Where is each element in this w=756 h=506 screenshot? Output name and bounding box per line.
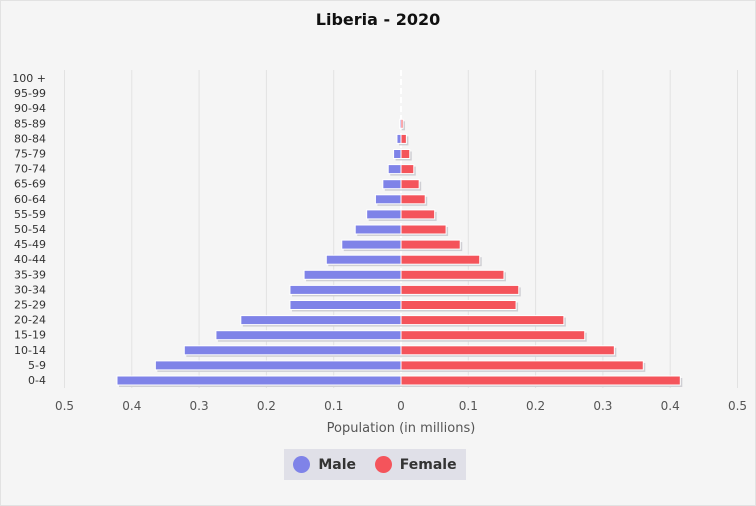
female-bar xyxy=(400,209,436,220)
y-tick-label: 5-9 xyxy=(28,359,46,372)
male-bar xyxy=(396,133,402,144)
female-bar xyxy=(400,224,447,235)
legend-label-male: Male xyxy=(318,456,357,473)
male-bar xyxy=(387,164,402,175)
x-tick-label: 0.3 xyxy=(190,399,209,413)
female-bar xyxy=(400,375,681,386)
male-bar xyxy=(289,284,402,295)
y-tick-label: 70-74 xyxy=(14,163,46,176)
female-bar xyxy=(400,345,615,356)
y-tick-label: 50-54 xyxy=(14,223,46,236)
female-bar xyxy=(400,360,644,371)
y-tick-label: 35-39 xyxy=(14,268,46,281)
y-tick-label: 90-94 xyxy=(14,102,46,115)
female-bar xyxy=(400,315,565,326)
x-tick-label: 0.4 xyxy=(661,399,680,413)
male-bar xyxy=(393,149,402,159)
female-bar xyxy=(400,284,520,295)
male-bar xyxy=(183,345,402,356)
male-bar xyxy=(289,300,402,310)
x-tick-label: 0.1 xyxy=(459,399,478,413)
y-tick-label: 75-79 xyxy=(14,148,46,161)
female-bar xyxy=(400,330,586,341)
female-dot-icon xyxy=(374,456,392,473)
y-tick-label: 80-84 xyxy=(14,132,46,145)
male-bar xyxy=(382,179,402,190)
male-bar xyxy=(325,254,402,265)
legend-item-male[interactable]: Male xyxy=(293,456,356,473)
y-tick-label: 100 + xyxy=(12,72,46,85)
x-tick-label: 0.1 xyxy=(324,399,343,413)
female-bar xyxy=(400,179,420,190)
female-bar xyxy=(400,164,415,175)
y-tick-label: 60-64 xyxy=(14,193,46,206)
legend-label-female: Female xyxy=(399,456,457,473)
x-tick-label: 0.3 xyxy=(593,399,612,413)
female-bar xyxy=(400,118,404,129)
male-bar xyxy=(341,239,402,250)
male-bar xyxy=(354,224,402,235)
male-bar xyxy=(240,315,402,326)
chart-title: Liberia - 2020 xyxy=(315,10,441,29)
x-tick-label: 0.2 xyxy=(257,399,276,413)
x-tick-label: 0.5 xyxy=(728,399,747,413)
y-tick-label: 25-29 xyxy=(14,299,46,312)
x-tick-label: 0.5 xyxy=(55,399,74,413)
male-bar xyxy=(154,360,402,371)
y-tick-label: 85-89 xyxy=(14,117,46,130)
male-bar xyxy=(303,269,402,280)
y-tick-label: 30-34 xyxy=(14,283,46,296)
y-tick-label: 45-49 xyxy=(14,238,46,251)
y-tick-label: 40-44 xyxy=(14,253,46,266)
female-bar xyxy=(400,133,407,144)
x-tick-label: 0.4 xyxy=(122,399,141,413)
x-axis-label: Population (in millions) xyxy=(327,421,476,436)
female-bar xyxy=(400,239,461,250)
y-tick-label: 0-4 xyxy=(28,374,46,387)
female-bar xyxy=(400,149,411,159)
female-bar xyxy=(400,254,481,265)
x-tick-label: 0.2 xyxy=(526,399,545,413)
female-bar xyxy=(400,300,517,310)
male-bar xyxy=(366,209,402,220)
male-bar xyxy=(374,194,402,205)
female-bar-shadow xyxy=(403,121,406,131)
legend: Male Female xyxy=(284,449,466,480)
x-tick-label: 0 xyxy=(397,399,405,413)
y-tick-label: 55-59 xyxy=(14,208,46,221)
male-bar xyxy=(116,375,402,386)
male-bar xyxy=(215,330,402,341)
male-dot-icon xyxy=(293,456,311,473)
y-tick-label: 20-24 xyxy=(14,314,46,327)
y-tick-label: 10-14 xyxy=(14,344,46,357)
y-tick-label: 65-69 xyxy=(14,178,46,191)
legend-item-female[interactable]: Female xyxy=(374,456,457,473)
y-tick-label: 15-19 xyxy=(14,329,46,342)
female-bar xyxy=(400,269,505,280)
female-bar xyxy=(400,194,426,205)
y-tick-label: 95-99 xyxy=(14,87,46,100)
